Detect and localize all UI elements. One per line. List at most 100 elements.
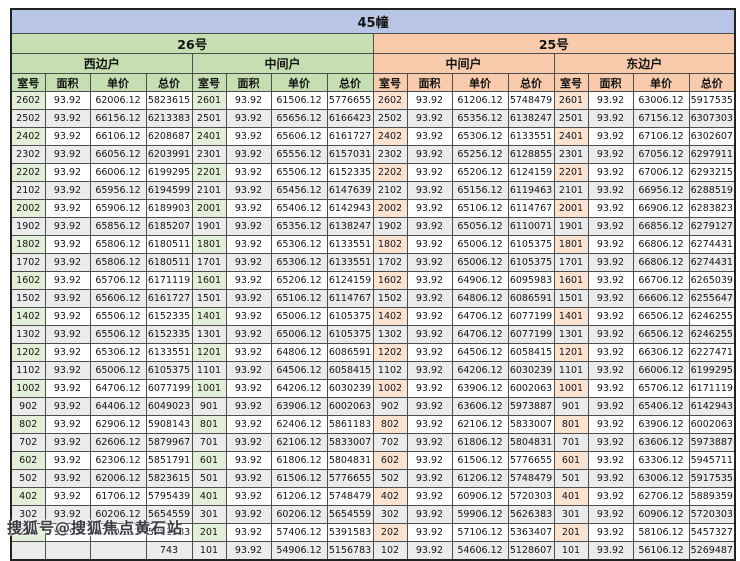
area-cell: 93.92 — [587, 217, 634, 236]
room-cell: 1001 — [191, 379, 227, 398]
total-price-cell: 6161727 — [145, 289, 193, 308]
unit-price-cell: 65506.12 — [270, 163, 328, 182]
unit-price-cell: 65406.12 — [632, 397, 690, 416]
unit-price-cell: 65706.12 — [632, 379, 690, 398]
area-cell: 93.92 — [406, 505, 453, 524]
area-cell: 93.92 — [406, 343, 453, 362]
unit-price-cell: 65306.12 — [270, 235, 328, 254]
unit-header-west: 西边户 — [10, 53, 193, 74]
total-price-cell: 6142943 — [688, 397, 736, 416]
unit-price-cell: 65856.12 — [89, 217, 147, 236]
table-row: 1202 93.92 65306.12 6133551 1201 93.92 64806.1… — [10, 343, 736, 362]
col-header-area: 面积 — [225, 73, 272, 92]
total-price-cell: 6161727 — [326, 127, 374, 146]
unit-price-cell: 61206.12 — [451, 91, 509, 110]
room-cell: 1801 — [553, 235, 589, 254]
room-cell — [10, 541, 46, 561]
unit-price-cell: 62006.12 — [89, 91, 147, 110]
table-row: 2202 93.92 66006.12 6199295 2201 93.92 65506.1… — [10, 163, 736, 182]
room-cell: 1901 — [191, 217, 227, 236]
room-cell: 2302 — [10, 145, 46, 164]
room-cell: 502 — [10, 469, 46, 488]
unit-price-cell: 65506.12 — [89, 325, 147, 344]
room-cell: 2501 — [191, 109, 227, 128]
area-cell: 93.92 — [44, 433, 91, 452]
total-price-cell: 6133551 — [326, 235, 374, 254]
area-cell: 93.92 — [225, 505, 272, 524]
room-cell: 602 — [10, 451, 46, 470]
room-cell: 2502 — [372, 109, 408, 128]
area-cell: 93.92 — [44, 145, 91, 164]
room-cell: 502 — [372, 469, 408, 488]
total-price-cell: 6180511 — [145, 235, 193, 254]
area-cell: 93.92 — [587, 289, 634, 308]
unit-price-cell: 57406.12 — [270, 523, 328, 542]
total-price-cell: 5973887 — [688, 433, 736, 452]
total-price-cell: 6208687 — [145, 127, 193, 146]
area-cell: 93.92 — [225, 361, 272, 380]
total-price-cell: 6246255 — [688, 325, 736, 344]
area-cell: 93.92 — [587, 163, 634, 182]
unit-price-cell — [89, 541, 147, 561]
room-cell: 702 — [10, 433, 46, 452]
area-cell: 93.92 — [44, 415, 91, 434]
room-cell: 901 — [553, 397, 589, 416]
area-cell: 93.92 — [406, 253, 453, 272]
area-cell: 93.92 — [406, 451, 453, 470]
total-price-cell: 6297911 — [688, 145, 736, 164]
area-cell: 93.92 — [225, 451, 272, 470]
total-price-cell: 6105375 — [145, 361, 193, 380]
unit-price-cell: 64706.12 — [451, 325, 509, 344]
room-cell: 2201 — [191, 163, 227, 182]
area-cell: 93.92 — [587, 415, 634, 434]
table-row: 902 93.92 64406.12 6049023 901 93.92 63906.12 6… — [10, 397, 736, 416]
unit-price-cell: 63006.12 — [632, 469, 690, 488]
unit-price-cell: 65306.12 — [270, 253, 328, 272]
area-cell: 93.92 — [44, 307, 91, 326]
unit-price-cell: 61806.12 — [270, 451, 328, 470]
unit-price-cell: 65056.12 — [451, 217, 509, 236]
unit-price-cell: 67106.12 — [632, 127, 690, 146]
total-price-cell: 6274431 — [688, 253, 736, 272]
total-price-cell: 6185207 — [145, 217, 193, 236]
area-cell: 93.92 — [406, 361, 453, 380]
room-cell: 902 — [372, 397, 408, 416]
area-cell: 93.92 — [406, 325, 453, 344]
total-price-cell: 5269487 — [688, 541, 736, 561]
area-cell: 93.92 — [587, 433, 634, 452]
room-cell: 2401 — [191, 127, 227, 146]
room-cell: 501 — [191, 469, 227, 488]
area-cell: 93.92 — [225, 91, 272, 110]
total-price-cell: 6142943 — [326, 199, 374, 218]
total-price-cell: 5720303 — [507, 487, 555, 506]
area-cell: 93.92 — [44, 487, 91, 506]
unit-price-cell: 65906.12 — [89, 199, 147, 218]
total-price-cell: 6213383 — [145, 109, 193, 128]
total-price-cell: 6152335 — [145, 307, 193, 326]
unit-price-cell: 61806.12 — [451, 433, 509, 452]
area-cell: 93.92 — [587, 505, 634, 524]
unit-price-cell: 62706.12 — [632, 487, 690, 506]
area-cell: 93.92 — [44, 289, 91, 308]
room-cell: 2601 — [191, 91, 227, 110]
unit-price-cell: 64206.12 — [451, 361, 509, 380]
total-price-cell: 6138247 — [507, 109, 555, 128]
room-cell: 1701 — [191, 253, 227, 272]
unit-price-cell: 65256.12 — [451, 145, 509, 164]
area-cell: 93.92 — [44, 379, 91, 398]
area-cell: 93.92 — [406, 307, 453, 326]
unit-price-cell: 63606.12 — [451, 397, 509, 416]
room-cell: 1502 — [372, 289, 408, 308]
area-cell: 93.92 — [587, 235, 634, 254]
room-cell: 1301 — [191, 325, 227, 344]
area-cell: 93.92 — [225, 415, 272, 434]
unit-price-cell: 65406.12 — [270, 199, 328, 218]
total-price-cell: 5945711 — [688, 451, 736, 470]
room-cell: 301 — [553, 505, 589, 524]
area-cell: 93.92 — [406, 199, 453, 218]
room-cell: 1602 — [372, 271, 408, 290]
unit-price-cell: 65806.12 — [89, 253, 147, 272]
unit-price-cell: 66806.12 — [632, 235, 690, 254]
total-price-cell: 5823615 — [145, 91, 193, 110]
table-row: 1702 93.92 65806.12 6180511 1701 93.92 65306.1… — [10, 253, 736, 272]
